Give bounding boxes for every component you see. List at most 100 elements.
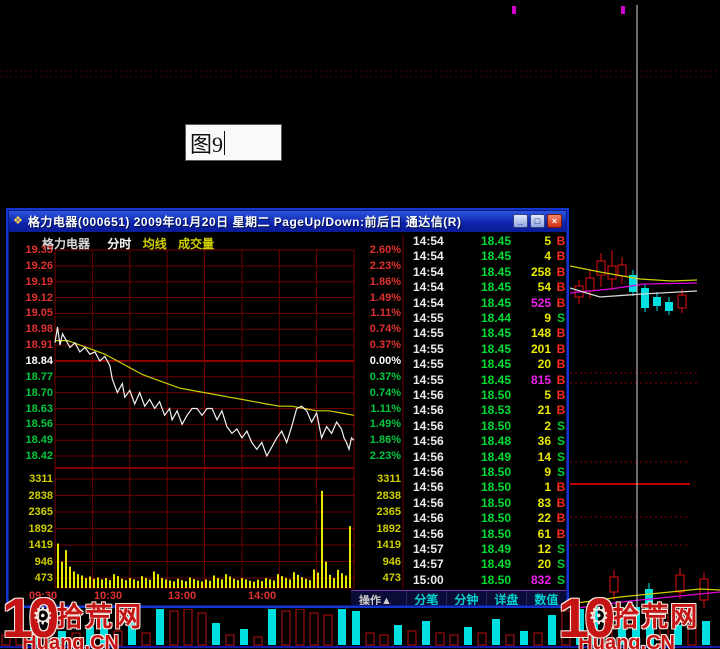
window-titlebar[interactable]: ❖ 格力电器(000651) 2009年01月20日 星期二 PageUp/Do…: [9, 211, 566, 232]
chart-grid: [54, 249, 355, 589]
tick-volume: 54: [537, 280, 551, 295]
tick-row[interactable]: 14:56 18.48 36 S: [407, 434, 566, 449]
time-axis-label: 09:30: [29, 590, 58, 602]
tick-row[interactable]: 14:56 18.50 22 B: [407, 511, 566, 526]
tick-side: B: [556, 326, 566, 341]
percent-axis-label: 2.60%: [369, 244, 401, 256]
volume-bars: [57, 490, 351, 588]
tick-volume: 815: [530, 372, 551, 387]
price-axis-label: 19.33: [25, 244, 53, 256]
tick-time: 14:56: [413, 434, 444, 449]
watermark-domain: Huang.CN: [22, 632, 119, 649]
price-axis-label: 19.26: [25, 260, 53, 272]
tick-row[interactable]: 14:54 18.45 54 B: [407, 280, 566, 295]
tick-row[interactable]: 14:56 18.50 61 B: [407, 527, 566, 542]
tick-row[interactable]: 14:56 18.50 1 B: [407, 480, 566, 495]
volume-axis-label: 3311: [377, 473, 401, 485]
tick-price: 18.45: [480, 372, 511, 387]
tick-price: 18.49: [480, 557, 511, 572]
tick-volume: 9: [544, 465, 551, 479]
tick-volume: 5: [544, 388, 551, 402]
tick-row[interactable]: 14:55 18.44 9 S: [407, 311, 566, 326]
price-axis-label: 18.63: [25, 403, 53, 415]
tick-row[interactable]: 14:57 18.49 12 S: [407, 542, 566, 557]
tick-price: 18.45: [480, 326, 511, 341]
tick-row[interactable]: 14:56 18.50 9 S: [407, 465, 566, 480]
tab-value[interactable]: 数值: [525, 591, 566, 605]
tick-side: B: [556, 403, 566, 418]
price-axis-label: 19.12: [25, 292, 53, 304]
tick-row[interactable]: 14:56 18.50 5 B: [407, 388, 566, 403]
tick-volume: 9: [544, 311, 551, 325]
tick-time: 14:55: [413, 357, 444, 372]
tick-row[interactable]: 14:56 18.50 2 S: [407, 419, 566, 434]
tab-detail[interactable]: 详盘: [485, 591, 526, 605]
maximize-button[interactable]: □: [530, 214, 545, 228]
tab-tick[interactable]: 分笔: [405, 591, 446, 605]
tick-volume: 148: [530, 326, 551, 341]
tick-row[interactable]: 14:54 18.45 258 B: [407, 265, 566, 280]
tick-side: B: [556, 357, 566, 372]
tick-volume: 20: [537, 557, 551, 572]
volume-axis-label: 1892: [28, 523, 53, 535]
tick-price: 18.50: [480, 572, 511, 587]
mode-label[interactable]: 分时: [107, 237, 132, 251]
close-button[interactable]: ×: [547, 214, 562, 228]
volume-axis-label: 1419: [28, 539, 53, 551]
tick-side: S: [556, 434, 565, 449]
tick-volume: 201: [530, 341, 551, 356]
tick-side: B: [556, 372, 566, 387]
price-axis-label: 19.05: [25, 307, 53, 319]
gear-icon: ⚙: [588, 603, 610, 630]
time-axis-label: 14:00: [248, 590, 277, 602]
percent-axis-label: 0.74%: [369, 387, 401, 399]
percent-axis-label: 1.49%: [369, 292, 401, 304]
tick-time: 14:56: [413, 418, 444, 433]
tick-time: 14:54: [413, 249, 444, 264]
tick-price: 18.50: [480, 495, 511, 510]
tick-row[interactable]: 14:54 18.45 525 B: [407, 296, 566, 311]
volume-axis-label: 1419: [376, 539, 401, 551]
tick-row[interactable]: 14:56 18.49 14 S: [407, 450, 566, 465]
operate-menu[interactable]: 操作▲: [359, 594, 392, 606]
tick-row[interactable]: 14:56 18.53 21 B: [407, 403, 566, 418]
tick-volume: 4: [544, 249, 551, 264]
tick-price: 18.45: [480, 234, 511, 248]
tick-time: 14:54: [413, 295, 444, 310]
percent-axis-label: 1.11%: [370, 307, 401, 319]
minimize-button[interactable]: _: [513, 214, 528, 228]
tick-row[interactable]: 14:57 18.49 20 S: [407, 557, 566, 572]
tick-price: 18.50: [480, 465, 511, 479]
tick-volume: 22: [537, 511, 551, 526]
tick-row[interactable]: 14:55 18.45 201 B: [407, 342, 566, 357]
tick-time: 14:55: [413, 311, 444, 325]
percent-axis-label: 2.23%: [369, 260, 401, 272]
figure-label-box[interactable]: 图9: [185, 124, 282, 161]
chart-header: 格力电器 分时 均线 成交量: [42, 235, 222, 252]
tick-price: 18.44: [480, 311, 511, 325]
volume-axis-label: 946: [34, 556, 53, 568]
tick-volume: 14: [537, 449, 551, 464]
volume-label[interactable]: 成交量: [178, 237, 215, 251]
tick-side: B: [556, 480, 566, 495]
tick-row[interactable]: 14:56 18.50 83 B: [407, 496, 566, 511]
tick-row[interactable]: 14:54 18.45 5 B: [407, 234, 566, 249]
tick-row[interactable]: 14:55 18.45 148 B: [407, 326, 566, 341]
tick-row[interactable]: 14:55 18.45 20 B: [407, 357, 566, 372]
tick-price: 18.50: [480, 418, 511, 433]
tab-minute[interactable]: 分钟: [445, 591, 486, 605]
price-axis-label: 18.70: [25, 387, 53, 399]
tick-price: 18.50: [480, 480, 511, 495]
price-axis-label: 18.91: [25, 339, 53, 351]
tick-side: S: [556, 557, 565, 572]
tick-volume: 61: [537, 526, 551, 541]
avg-label[interactable]: 均线: [142, 237, 167, 251]
tick-row[interactable]: 14:54 18.45 4 B: [407, 249, 566, 264]
tick-row[interactable]: 14:55 18.45 815 B: [407, 373, 566, 388]
tick-price: 18.49: [480, 542, 511, 556]
tick-row[interactable]: 15:00 18.50 832 S: [407, 573, 566, 588]
tick-time: 14:56: [413, 465, 444, 479]
figure-label: 图9: [190, 131, 224, 157]
